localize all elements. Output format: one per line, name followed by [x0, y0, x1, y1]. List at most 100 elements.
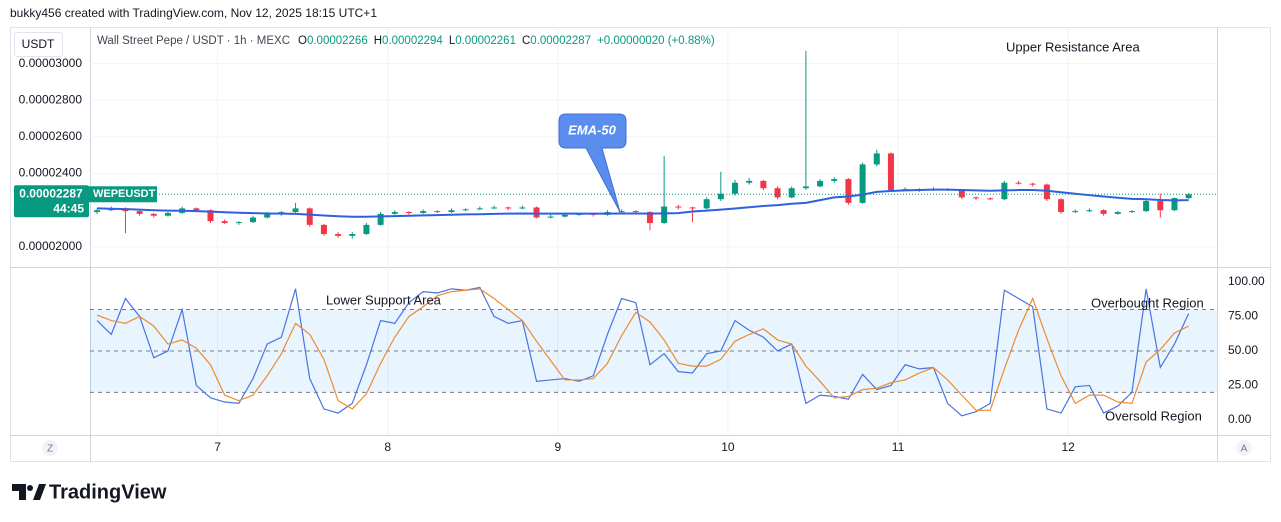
candle-body — [774, 188, 781, 198]
annotation: Overbought Region — [1091, 295, 1204, 310]
candle-body — [958, 190, 965, 198]
logo-mark — [12, 484, 46, 500]
legend-value: 0.00002294 — [382, 35, 443, 47]
candle-body — [420, 211, 427, 213]
candle-body — [193, 208, 200, 211]
legend-value: 0.00002261 — [455, 35, 516, 47]
candle-body — [561, 214, 568, 217]
candle-body — [94, 210, 101, 213]
candle-body — [320, 224, 327, 235]
candle-body — [661, 206, 668, 224]
candle-body — [618, 211, 625, 213]
candle-body — [746, 180, 753, 183]
legend-value: 0.00002287 — [530, 35, 592, 47]
candle-body — [873, 153, 880, 165]
candle-body — [405, 212, 412, 214]
candle-body — [434, 211, 441, 213]
legend-label: O — [298, 35, 307, 47]
attribution: bukky456 created with TradingView.com, N… — [10, 6, 377, 20]
y-tick-label: 100.00 — [1228, 274, 1265, 288]
candle-body — [448, 210, 455, 213]
candle-body — [675, 206, 682, 208]
candle-body — [802, 186, 809, 189]
currency[interactable]: USDT — [22, 37, 55, 51]
legend-value: 0.00002266 — [306, 35, 368, 47]
candle-body — [760, 180, 767, 189]
candle-body — [335, 234, 342, 236]
control-button[interactable] — [42, 440, 58, 456]
candle-body — [689, 207, 696, 209]
candle-body — [491, 207, 498, 209]
legend-label: H — [373, 35, 383, 47]
candle-body — [1185, 194, 1192, 199]
candle-body — [788, 188, 795, 198]
candle-body — [292, 208, 299, 213]
candle-body — [349, 234, 356, 236]
candle-body — [1029, 183, 1036, 185]
candle-body — [859, 164, 866, 203]
candle-body — [717, 193, 724, 200]
candle-body — [264, 213, 271, 218]
overlay: USDT Upper Resistance Area EMA-50 Lower … — [12, 32, 1252, 503]
x-tick-label: 9 — [554, 440, 561, 454]
candle-body — [505, 207, 512, 209]
candle-body — [533, 207, 540, 218]
y-tick-label: 0.00002000 — [19, 239, 83, 253]
x-tick-label: 7 — [214, 440, 221, 454]
currency-box[interactable] — [14, 32, 63, 57]
x-tick-label: 12 — [1061, 440, 1075, 454]
price-label-box — [14, 185, 89, 218]
candle-body — [973, 197, 980, 199]
candle-body — [150, 213, 157, 216]
legend-label: C — [521, 35, 531, 47]
x-tick-label: 10 — [721, 440, 735, 454]
annotation: EMA-50 — [568, 122, 616, 137]
candle-body — [1072, 211, 1079, 213]
y-tick-label: 25.00 — [1228, 378, 1258, 392]
candle-body — [887, 153, 894, 191]
candle-body — [363, 224, 370, 235]
callout — [558, 113, 627, 213]
y-tick-label: 75.00 — [1228, 309, 1258, 323]
chart-frame — [10, 27, 1271, 462]
candle-body — [1114, 212, 1121, 214]
candle-body — [987, 198, 994, 200]
candle-body — [632, 211, 639, 213]
candle-body — [845, 179, 852, 203]
candle-body — [235, 222, 242, 224]
candle-body — [1058, 199, 1065, 213]
annotation: Upper Resistance Area — [1006, 39, 1140, 54]
symbol-label: WEPEUSDT — [93, 188, 156, 200]
price-label: 0.00002287 — [19, 186, 83, 200]
countdown: 44:45 — [53, 201, 84, 215]
y-tick-label: 0.00 — [1228, 412, 1252, 426]
control-label[interactable]: Z — [47, 444, 53, 455]
control-button[interactable] — [1236, 440, 1252, 456]
candle-body — [1171, 198, 1178, 211]
legend: Wall Street Pepe / USDT · 1h · MEXC O0.00… — [97, 35, 721, 47]
y-tick-label: 0.00002400 — [19, 166, 83, 180]
candle-body — [1015, 182, 1022, 184]
candle-body — [703, 199, 710, 209]
y-tick-label: 0.00003000 — [19, 56, 83, 70]
control-label[interactable]: A — [1241, 444, 1248, 455]
candle-body — [207, 210, 214, 222]
candle-body — [1128, 211, 1135, 213]
candle-body — [221, 221, 228, 224]
candle-body — [476, 208, 483, 210]
annotation: Oversold Region — [1105, 408, 1202, 423]
candle-body — [164, 212, 171, 216]
symbol-label-box — [89, 186, 157, 203]
x-tick-label: 11 — [892, 440, 905, 454]
candle-body — [1100, 210, 1107, 214]
candle-body — [519, 207, 526, 209]
candle-body — [462, 209, 469, 211]
logo-text: TradingView — [49, 481, 167, 503]
ema-line — [97, 188, 1189, 218]
legend-label: L — [448, 35, 456, 47]
candle-body — [377, 213, 384, 225]
candle-body — [391, 212, 398, 214]
candle-body — [306, 208, 313, 225]
candle-body — [1157, 201, 1164, 211]
